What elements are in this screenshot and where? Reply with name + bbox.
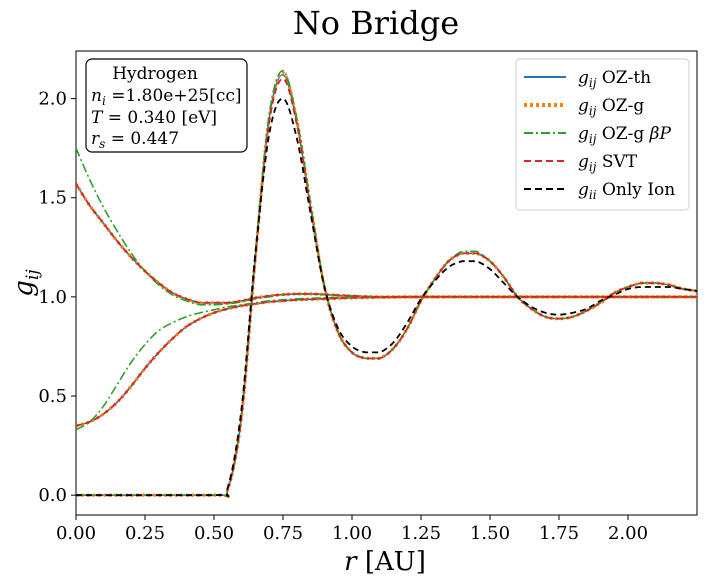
y-tick-label: 0.5 xyxy=(38,386,67,407)
x-tick-label: 0.75 xyxy=(263,523,303,544)
y-tick-label: 1.5 xyxy=(38,188,67,209)
legend-label-only-ion: gii Only Ion xyxy=(578,180,675,202)
x-tick-label: 1.75 xyxy=(539,523,579,544)
x-tick-label: 0.00 xyxy=(56,523,96,544)
x-tick-label: 1.25 xyxy=(401,523,441,544)
x-axis-label: r [AU] xyxy=(344,547,426,577)
series-line-electron-ion-g-ij-oz-g xyxy=(76,295,697,428)
info-box-frame xyxy=(85,58,248,153)
chart-title: No Bridge xyxy=(293,4,459,42)
y-tick-label: 1.0 xyxy=(38,287,67,308)
y-tick-label: 0.0 xyxy=(38,485,67,506)
series-line-electron-ion-g-ij-oz-g-p xyxy=(76,296,697,431)
legend-label-oz-g-bp: gij OZ-g βP xyxy=(578,124,671,146)
y-axis-label: gij xyxy=(9,269,43,297)
series-line-electron-ion-g-ij-svt xyxy=(76,295,697,427)
series-line-ion-ion-g-ij-svt xyxy=(76,77,697,498)
x-tick-label: 1.50 xyxy=(470,523,510,544)
legend-label-oz-th: gij OZ-th xyxy=(578,68,651,90)
x-tick-label: 0.50 xyxy=(194,523,234,544)
info-line-element: Hydrogen xyxy=(112,64,198,84)
x-tick-label: 1.00 xyxy=(332,523,372,544)
y-tick-label: 2.0 xyxy=(38,89,67,110)
info-box: Hydrogen ni =1.80e+25[cc] T = 0.340 [eV]… xyxy=(85,58,248,153)
info-line-rs: rs = 0.447 xyxy=(91,129,179,151)
plot-frame xyxy=(75,50,698,516)
series-line-electron-electron-g-ij-svt xyxy=(76,183,697,304)
series-line-electron-ion-g-ij-oz-th xyxy=(76,296,697,427)
series-group xyxy=(76,70,697,499)
legend-frame xyxy=(515,58,690,211)
axis-ticks: 0.00 0.25 0.50 0.75 1.00 1.25 1.50 1.75 2.00 0.0 0… xyxy=(38,89,648,544)
legend: gij OZ-th gij OZ-g gij OZ-g βP gij SVT g… xyxy=(515,58,690,211)
x-tick-label: 0.25 xyxy=(125,523,165,544)
x-tick-label: 2.00 xyxy=(608,523,648,544)
info-line-density: ni =1.80e+25[cc] xyxy=(91,86,242,108)
info-line-temperature: T = 0.340 [eV] xyxy=(91,108,217,128)
legend-label-svt: gij SVT xyxy=(578,152,638,174)
series-line-ion-ion-g-ii-only-ion xyxy=(76,97,697,498)
legend-label-oz-g: gij OZ-g xyxy=(578,96,644,118)
